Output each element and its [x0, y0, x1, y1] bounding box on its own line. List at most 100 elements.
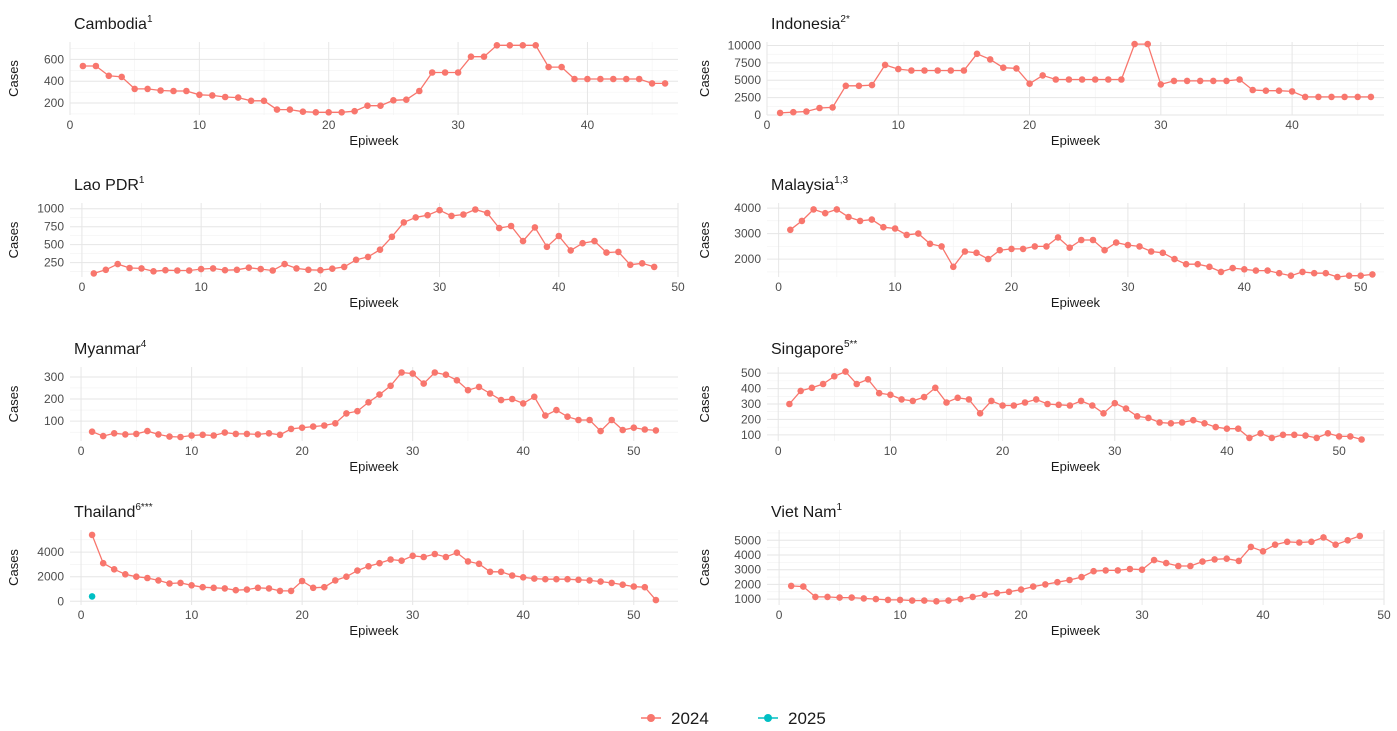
series-2024-point	[1031, 243, 1039, 250]
series-2024-point	[1131, 40, 1138, 48]
series-2024-point	[1210, 77, 1217, 85]
x-tick-label: 50	[1354, 280, 1368, 294]
series-2024-point	[317, 266, 324, 274]
series-2024-point	[254, 431, 262, 438]
series-2024-point	[177, 433, 184, 441]
series-2024-point	[555, 232, 563, 240]
x-tick-label: 50	[627, 608, 641, 622]
series-2024-point	[1077, 397, 1085, 405]
series-2024-point	[845, 213, 852, 221]
x-tick-label: 40	[552, 280, 566, 294]
series-2024-point	[79, 62, 87, 70]
series-2024-point	[185, 267, 193, 274]
series-2024-point	[233, 266, 241, 274]
series-2024-point	[842, 368, 849, 375]
series-2024-point	[1145, 414, 1152, 422]
series-2024-point	[798, 217, 806, 225]
series-2024-point	[486, 568, 494, 576]
series-2024-point	[519, 237, 527, 245]
series-2024-point	[999, 402, 1006, 409]
x-tick-label: 30	[1154, 118, 1168, 132]
y-tick-label: 400	[44, 74, 64, 88]
series-2024-point	[965, 396, 973, 403]
series-2024-point	[365, 399, 372, 406]
series-2024-point	[122, 571, 129, 578]
series-2024-point	[1279, 431, 1287, 439]
series-2024-point	[1199, 558, 1206, 565]
series-2024-point	[787, 582, 795, 590]
series-2024-point	[915, 230, 922, 237]
series-2024-point	[170, 87, 177, 95]
series-2024-point	[1187, 562, 1194, 570]
series-2024-point	[986, 56, 994, 63]
y-axis-label: Cases	[697, 385, 712, 422]
x-tick-label: 0	[776, 608, 783, 622]
series-2024-point	[497, 568, 505, 576]
series-2024-point	[1102, 567, 1109, 574]
series-2024-point	[188, 582, 195, 589]
series-2024-point	[1054, 234, 1062, 241]
x-tick-label: 50	[1332, 444, 1346, 458]
legend-label: 2024	[671, 709, 709, 728]
series-2024-point	[364, 102, 371, 109]
series-2024-point	[542, 412, 549, 419]
y-tick-label: 500	[44, 238, 64, 252]
series-2024-point	[1111, 399, 1119, 407]
series-2024-point	[567, 247, 574, 254]
series-2024-point	[398, 369, 405, 376]
series-2024-point	[453, 549, 461, 556]
series-2024-point	[1275, 87, 1283, 94]
x-axis-label: Epiweek	[349, 295, 399, 310]
series-2024-point	[558, 63, 565, 71]
legend: 2024 2025	[641, 709, 826, 728]
series-2024-point	[1005, 588, 1013, 596]
panel-title-superscript: 6***	[135, 502, 152, 513]
series-2024-point	[1100, 410, 1107, 417]
series-2024-point	[816, 104, 823, 112]
x-tick-label: 20	[314, 280, 328, 294]
series-2024-point	[1217, 268, 1225, 276]
x-tick-label: 30	[406, 444, 420, 458]
panel-title-name: Malaysia	[771, 177, 834, 194]
series-2024-point	[332, 577, 339, 584]
series-2024-point	[1091, 76, 1099, 83]
series-2024-point	[1313, 434, 1320, 442]
series-2024-point	[321, 422, 328, 429]
series-2024-point	[1196, 77, 1204, 85]
series-2024-point	[243, 430, 251, 438]
series-2024-point	[1212, 423, 1219, 431]
series-2024-point	[786, 400, 793, 408]
series-2024-point	[453, 377, 461, 384]
series-2024-line	[788, 370, 1362, 441]
x-tick-label: 0	[79, 280, 86, 294]
series-2024-point	[354, 567, 361, 574]
series-2024-point	[273, 106, 281, 113]
series-2024-point	[475, 383, 483, 391]
series-2024-point	[1124, 241, 1132, 249]
x-tick-label: 30	[451, 118, 465, 132]
series-2024-point	[943, 399, 950, 406]
series-2024-point	[1090, 567, 1097, 575]
panel-title: Singapore5**	[771, 339, 857, 358]
series-2024-point	[884, 596, 892, 604]
series-2024-point	[424, 211, 431, 219]
series-2024-point	[412, 214, 420, 221]
series-2024-point	[1066, 402, 1074, 409]
series-2024-point	[1296, 539, 1303, 546]
series-2024-line	[93, 208, 655, 275]
series-2024-point	[1112, 239, 1120, 246]
x-axis-label: Epiweek	[1051, 295, 1101, 310]
panel-title-superscript: 5**	[844, 339, 857, 350]
series-2024-point	[519, 574, 527, 581]
series-2024-point	[553, 575, 560, 583]
series-2024-point	[848, 594, 855, 601]
series-2024-point	[1275, 269, 1283, 277]
series-2024-point	[1223, 555, 1230, 562]
series-2024-point	[1345, 272, 1353, 280]
series-2024-point	[808, 384, 816, 392]
series-2024-point	[428, 69, 436, 76]
series-2024-point	[126, 264, 133, 272]
x-tick-label: 10	[892, 118, 906, 132]
series-2024-point	[938, 243, 945, 250]
